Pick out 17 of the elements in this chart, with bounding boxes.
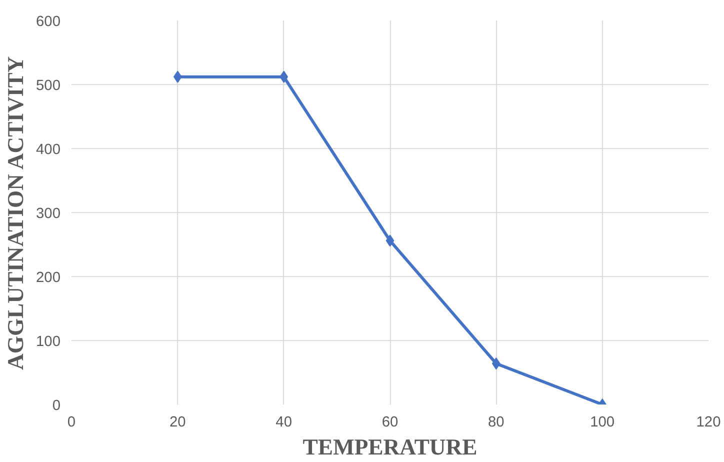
x-tick-label: 0: [67, 414, 76, 430]
y-tick-label: 100: [36, 334, 61, 350]
y-tick-label: 600: [36, 14, 61, 30]
x-tick-label: 80: [488, 414, 504, 430]
x-tick-label: 60: [382, 414, 398, 430]
x-tick-label: 100: [590, 414, 615, 430]
x-tick-label: 20: [170, 414, 186, 430]
x-tick-label: 120: [696, 414, 721, 430]
y-tick-label: 0: [52, 398, 61, 414]
point: [386, 234, 394, 247]
y-axis-title: AGGLUTINATION ACTIVITY: [3, 56, 28, 370]
y-tick-label: 500: [36, 78, 61, 94]
y-tick-label: 200: [36, 270, 61, 286]
y-tick-label: 300: [36, 206, 61, 222]
x-tick-label: 40: [276, 414, 292, 430]
x-axis-title: TEMPERATURE: [302, 434, 478, 460]
y-tick-label: 400: [36, 142, 61, 158]
